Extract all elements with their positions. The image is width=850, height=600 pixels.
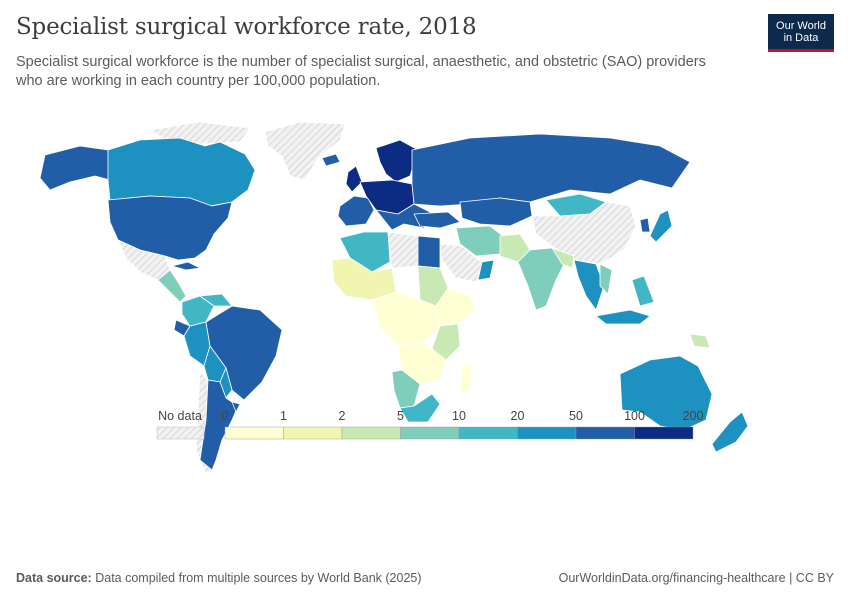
legend-swatch[interactable]	[224, 426, 284, 440]
world-map[interactable]: No data 0 1 2 5 10 20 50 100 200	[0, 110, 850, 520]
legend-tick-label: 1	[280, 409, 287, 423]
legend-swatch[interactable]	[575, 426, 635, 440]
legend-swatch[interactable]	[283, 426, 343, 440]
country-cuba[interactable]	[171, 261, 201, 271]
country-china[interactable]	[531, 201, 637, 265]
country-alaska[interactable]	[39, 145, 111, 191]
country-vietnam[interactable]	[599, 263, 613, 295]
footer: Data source: Data compiled from multiple…	[16, 571, 834, 585]
country-uk[interactable]	[345, 165, 363, 193]
legend-bins: 0 1 2 5 10 20 50 100 200	[222, 409, 704, 440]
country-japan[interactable]	[649, 209, 673, 243]
country-uruguay[interactable]	[231, 401, 241, 413]
country-indonesia[interactable]	[595, 309, 651, 325]
source-link[interactable]: OurWorldinData.org/financing-healthcare …	[558, 571, 834, 585]
country-png[interactable]	[689, 333, 711, 349]
country-canada[interactable]	[107, 137, 256, 207]
legend-tick-label: 0	[222, 409, 229, 423]
country-greenland[interactable]	[264, 121, 346, 181]
source-text: Data compiled from multiple sources by W…	[95, 571, 422, 585]
country-libya[interactable]	[387, 231, 419, 269]
country-new-zealand[interactable]	[711, 411, 749, 453]
logo-line-1: Our World	[776, 19, 826, 32]
legend-swatch[interactable]	[517, 426, 577, 440]
legend-tick-label: 100	[624, 409, 645, 423]
chart-title: Specialist surgical workforce rate, 2018	[16, 14, 477, 40]
legend-tick-label: 20	[511, 409, 525, 423]
logo-line-2: in Data	[783, 31, 819, 44]
country-turkey[interactable]	[413, 211, 461, 229]
country-india[interactable]	[517, 247, 567, 311]
country-nepal-bangladesh[interactable]	[551, 247, 575, 269]
country-france-iberia[interactable]	[337, 195, 375, 227]
legend-swatch[interactable]	[458, 426, 518, 440]
legend-no-data-label: No data	[158, 409, 202, 423]
country-central-america[interactable]	[157, 269, 187, 303]
legend-swatch[interactable]	[400, 426, 460, 440]
legend-tick-label: 200	[683, 409, 704, 423]
owid-logo[interactable]: Our World in Data	[768, 14, 834, 52]
country-oman[interactable]	[477, 259, 495, 281]
country-iceland[interactable]	[321, 153, 341, 167]
legend-tick-label: 10	[452, 409, 466, 423]
legend-swatch[interactable]	[341, 426, 401, 440]
country-korea[interactable]	[639, 217, 651, 233]
country-kazakhstan[interactable]	[459, 197, 533, 227]
chart-subtitle: Specialist surgical workforce is the num…	[16, 54, 706, 89]
legend-tick-label: 2	[339, 409, 346, 423]
country-argentina[interactable]	[199, 379, 239, 471]
country-scandinavia[interactable]	[375, 139, 419, 183]
country-egypt[interactable]	[417, 235, 441, 269]
country-russia[interactable]	[411, 133, 691, 207]
country-philippines[interactable]	[631, 275, 655, 307]
world-map-svg[interactable]: No data 0 1 2 5 10 20 50 100 200	[0, 110, 850, 520]
source-note: Data source: Data compiled from multiple…	[16, 571, 422, 585]
map-legend: No data 0 1 2 5 10 20 50 100 200	[156, 409, 704, 440]
country-madagascar[interactable]	[459, 361, 473, 395]
country-south-africa[interactable]	[399, 393, 441, 423]
legend-tick-label: 5	[397, 409, 404, 423]
country-arabia[interactable]	[439, 243, 487, 283]
country-myanmar-thailand[interactable]	[573, 259, 605, 311]
source-label: Data source:	[16, 571, 92, 585]
legend-tick-label: 50	[569, 409, 583, 423]
legend-swatch[interactable]	[634, 426, 694, 440]
legend-no-data-swatch	[156, 426, 205, 440]
country-australia[interactable]	[619, 355, 713, 431]
